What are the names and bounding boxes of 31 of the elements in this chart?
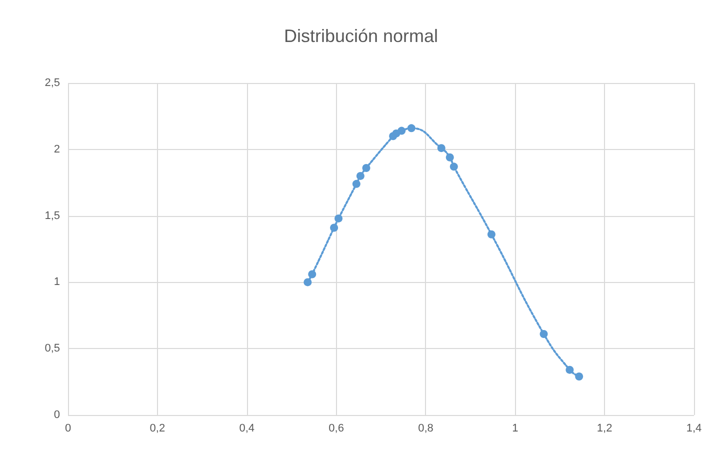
y-tick-label: 2 — [54, 143, 60, 156]
x-tick-label: 1,4 — [686, 422, 702, 434]
y-tick-label: 0 — [54, 409, 60, 421]
chart-title: Distribución normal — [284, 26, 438, 46]
point — [566, 366, 574, 374]
point — [437, 144, 446, 152]
x-tick-label: 0,6 — [328, 422, 344, 434]
point — [362, 164, 370, 172]
point — [575, 372, 584, 380]
y-tick-label: 0,5 — [44, 342, 60, 355]
point — [407, 124, 416, 132]
point — [356, 172, 364, 180]
point — [446, 153, 454, 162]
point — [540, 330, 548, 338]
point — [450, 162, 458, 171]
point — [308, 270, 316, 278]
x-tick-label: 0,4 — [239, 422, 255, 434]
x-tick-label: 0,8 — [418, 422, 434, 434]
point — [334, 214, 343, 222]
point — [398, 126, 406, 135]
point — [330, 224, 338, 232]
x-tick-label: 1 — [512, 422, 518, 434]
x-tick-label: 0 — [64, 422, 72, 434]
point — [487, 230, 496, 238]
y-tick-label: 1,5 — [44, 210, 60, 222]
point — [352, 180, 360, 188]
point — [304, 278, 312, 286]
x-tick-label: 1,2 — [596, 422, 612, 434]
y-tick-label: 1 — [54, 276, 60, 288]
y-tick-label: 2,5 — [44, 77, 60, 89]
x-tick-label: 0,2 — [150, 422, 166, 434]
